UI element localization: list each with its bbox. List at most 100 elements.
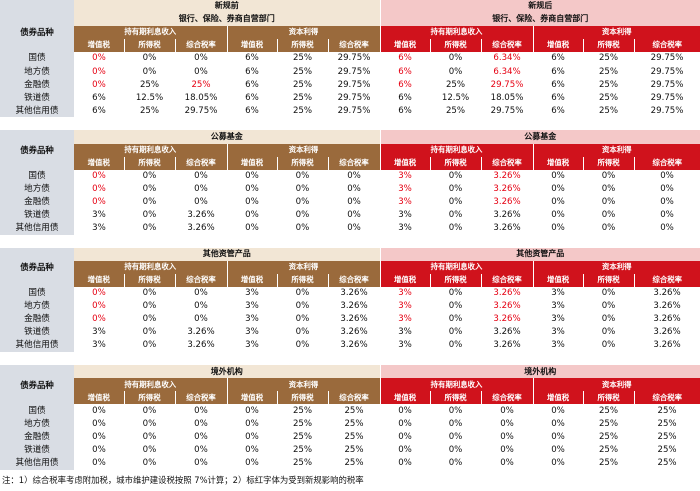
value-old: 3.26% <box>175 221 227 235</box>
table-row: 国债 0% 0% 0% 0% 25% 25% 0% 0% 0% 0% 25% 25% <box>0 404 700 418</box>
group-holding-old: 持有期利息收入 <box>74 26 227 40</box>
col-label: 所得税 <box>276 156 328 170</box>
table-row: 持有期利息收入 资本利得 持有期利息收入 资本利得 <box>0 143 700 157</box>
group-capital-old: 资本利得 <box>226 143 381 157</box>
value-old: 0% <box>175 417 227 431</box>
value-old: 0% <box>124 417 175 431</box>
value-old: 6% <box>227 52 277 66</box>
value-new: 3.26% <box>634 326 700 340</box>
table-row: 持有期利息收入 资本利得 持有期利息收入 资本利得 <box>0 378 700 392</box>
value-old: 3.26% <box>175 208 227 222</box>
col-label: 增值税 <box>379 39 431 53</box>
value-old: 0% <box>124 326 175 340</box>
value-old: 0% <box>124 65 175 79</box>
col-label: 所得税 <box>429 391 482 405</box>
value-new: 0% <box>583 221 635 235</box>
value-old: 0% <box>227 182 277 196</box>
col-label: 综合税率 <box>633 156 700 170</box>
col-label: 所得税 <box>582 391 635 405</box>
bond-type: 地方债 <box>0 182 74 196</box>
value-new: 6% <box>380 65 431 79</box>
value-old: 0% <box>277 195 328 209</box>
value-new: 6.34% <box>481 65 534 79</box>
value-old: 6% <box>227 104 277 118</box>
value-new: 29.75% <box>634 65 700 79</box>
value-new: 3% <box>380 208 431 222</box>
value-old: 25% <box>328 456 381 470</box>
value-new: 3% <box>380 339 431 353</box>
value-old: 0% <box>74 313 124 327</box>
col-label: 增值税 <box>74 273 124 288</box>
value-old: 25% <box>277 430 328 444</box>
value-old: 0% <box>175 404 227 418</box>
spacer <box>0 352 700 366</box>
value-new: 3.26% <box>481 326 534 340</box>
value-new: 0% <box>430 287 482 301</box>
value-new: 0% <box>481 404 534 418</box>
bond-type: 国债 <box>0 404 74 418</box>
value-new: 0% <box>430 326 482 340</box>
value-new: 0% <box>430 221 482 235</box>
value-new: 25% <box>634 430 700 444</box>
value-new: 0% <box>380 443 431 457</box>
col-label: 增值税 <box>532 156 584 170</box>
value-new: 0% <box>533 430 584 444</box>
value-old: 0% <box>175 52 227 66</box>
value-new: 0% <box>583 169 635 183</box>
value-new: 25% <box>430 104 482 118</box>
table-row: 国债 0% 0% 0% 0% 0% 0% 3% 0% 3.26% 0% 0% 0% <box>0 169 700 183</box>
value-old: 0% <box>124 313 175 327</box>
value-old: 29.75% <box>328 65 381 79</box>
value-new: 25% <box>583 91 635 105</box>
value-old: 29.75% <box>328 91 381 105</box>
value-old: 29.75% <box>175 104 227 118</box>
value-old: 0% <box>328 169 381 183</box>
value-old: 0% <box>124 287 175 301</box>
bond-type: 地方债 <box>0 417 74 431</box>
value-new: 0% <box>634 221 700 235</box>
value-old: 0% <box>74 417 124 431</box>
table-row: 地方债 0% 0% 0% 6% 25% 29.75% 6% 0% 6.34% 6% 25% 29.75% <box>0 65 700 79</box>
table-row: 国债 0% 0% 0% 3% 0% 3.26% 3% 0% 3.26% 3% 0% 3.26% <box>0 287 700 301</box>
value-old: 6% <box>74 91 124 105</box>
col-label: 综合税率 <box>174 156 227 170</box>
value-new: 0% <box>583 182 635 196</box>
value-new: 25% <box>583 456 635 470</box>
table-row: 金融债 0% 0% 0% 0% 25% 25% 0% 0% 0% 0% 25% 25% <box>0 430 700 444</box>
value-old: 29.75% <box>328 104 381 118</box>
value-new: 3% <box>380 195 431 209</box>
value-old: 0% <box>74 52 124 66</box>
value-new: 0% <box>430 339 482 353</box>
col-label: 综合税率 <box>174 273 227 288</box>
value-new: 25% <box>634 443 700 457</box>
table-row: 其他信用债 6% 25% 29.75% 6% 25% 29.75% 6% 25% 29.75% 6%… <box>0 104 700 118</box>
value-old: 29.75% <box>328 78 381 92</box>
value-old: 6% <box>227 65 277 79</box>
value-old: 0% <box>175 195 227 209</box>
value-old: 0% <box>175 300 227 314</box>
col-label: 综合税率 <box>480 39 534 53</box>
value-old: 0% <box>74 78 124 92</box>
section-title-old: 银行、保险、券商自营部门 <box>74 13 381 27</box>
col-label: 增值税 <box>74 156 124 170</box>
value-new: 0% <box>380 404 431 418</box>
table-row: 地方债 0% 0% 0% 0% 25% 25% 0% 0% 0% 0% 25% 25% <box>0 417 700 431</box>
value-new: 3.26% <box>481 208 534 222</box>
bond-type: 其他信用债 <box>0 456 74 470</box>
value-new: 3% <box>380 313 431 327</box>
table-row: 铁道债 3% 0% 3.26% 3% 0% 3.26% 3% 0% 3.26% 3% 0% 3.26% <box>0 326 700 340</box>
value-old: 0% <box>227 417 277 431</box>
value-old: 3.26% <box>328 287 381 301</box>
value-new: 6% <box>380 78 431 92</box>
value-new: 0% <box>380 456 431 470</box>
value-old: 3.26% <box>328 300 381 314</box>
bond-type: 铁道债 <box>0 443 74 457</box>
value-new: 3% <box>380 287 431 301</box>
value-new: 0% <box>430 208 482 222</box>
header-old: 新规前 <box>74 0 381 14</box>
col-label: 所得税 <box>429 273 482 288</box>
value-old: 0% <box>277 221 328 235</box>
value-new: 3.26% <box>634 287 700 301</box>
col-label: 增值税 <box>379 273 431 288</box>
table-row: 债券品种 银行、保险、券商自营部门 银行、保险、券商自营部门 <box>0 13 700 53</box>
